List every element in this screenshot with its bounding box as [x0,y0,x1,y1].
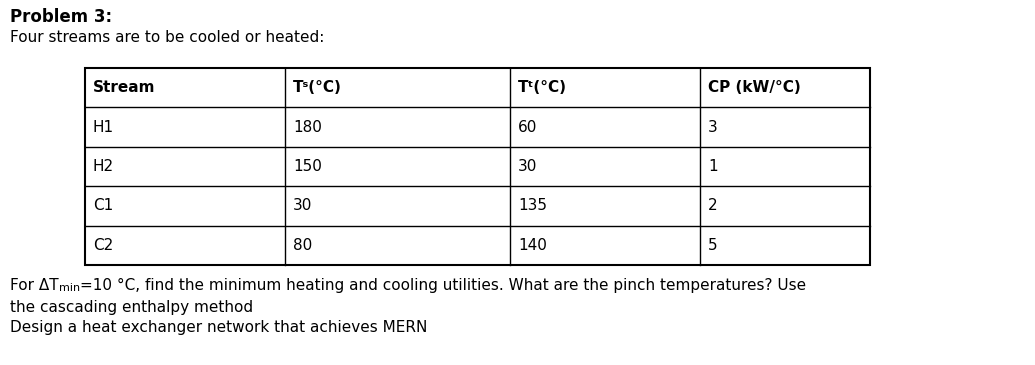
Text: Four streams are to be cooled or heated:: Four streams are to be cooled or heated: [10,30,324,45]
Text: Tˢ(°C): Tˢ(°C) [293,80,342,95]
Text: min: min [59,283,80,293]
Text: H2: H2 [93,159,114,174]
Text: 180: 180 [293,120,322,135]
Text: 150: 150 [293,159,322,174]
Text: 30: 30 [518,159,537,174]
Text: C1: C1 [93,199,113,214]
Text: 140: 140 [518,238,546,253]
Text: Stream: Stream [93,80,155,95]
Text: 2: 2 [708,199,717,214]
Bar [85,68,870,265]
Text: 30: 30 [293,199,313,214]
Text: 3: 3 [708,120,717,135]
Text: C2: C2 [93,238,113,253]
Text: H1: H1 [93,120,114,135]
Text: CP (kW/°C): CP (kW/°C) [708,80,801,95]
Text: 60: 60 [518,120,537,135]
Text: 135: 135 [518,199,548,214]
Text: 1: 1 [708,159,717,174]
Text: the cascading enthalpy method: the cascading enthalpy method [10,300,254,315]
Text: Design a heat exchanger network that achieves MERN: Design a heat exchanger network that ach… [10,320,427,335]
Text: For ΔT: For ΔT [10,278,59,293]
Text: Tᵗ(°C): Tᵗ(°C) [518,80,567,95]
Text: =10 °C, find the minimum heating and cooling utilities. What are the pinch tempe: =10 °C, find the minimum heating and coo… [80,278,806,293]
Text: Problem 3:: Problem 3: [10,8,112,26]
Text: 80: 80 [293,238,313,253]
Text: 5: 5 [708,238,717,253]
